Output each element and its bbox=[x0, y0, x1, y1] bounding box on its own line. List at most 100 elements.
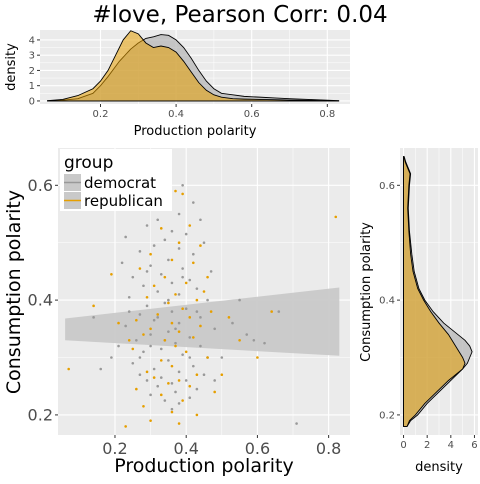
main-xtick-label: 0.2 bbox=[102, 439, 127, 458]
point-republican bbox=[149, 419, 152, 422]
right-ylabel: Consumption polarity bbox=[359, 222, 374, 362]
point-republican bbox=[167, 301, 170, 305]
point-democrat bbox=[195, 287, 199, 290]
point-democrat bbox=[188, 356, 192, 359]
point-republican bbox=[270, 310, 273, 313]
legend-label-democrat: democrat bbox=[84, 174, 156, 192]
point-democrat bbox=[110, 356, 113, 359]
point-democrat bbox=[177, 370, 181, 374]
point-democrat bbox=[156, 290, 160, 293]
point-democrat bbox=[135, 338, 138, 342]
regression-confidence-band bbox=[65, 287, 340, 356]
point-republican bbox=[152, 376, 156, 379]
point-republican bbox=[188, 224, 192, 227]
point-democrat bbox=[117, 344, 120, 348]
point-republican bbox=[177, 241, 181, 245]
point-democrat bbox=[184, 232, 188, 236]
point-republican bbox=[131, 347, 135, 351]
point-democrat bbox=[177, 247, 181, 250]
top-xtick-label: 0.6 bbox=[244, 109, 260, 120]
point-democrat bbox=[170, 229, 174, 233]
point-democrat bbox=[174, 341, 177, 345]
point-democrat bbox=[149, 333, 152, 336]
point-republican bbox=[92, 304, 95, 308]
point-democrat bbox=[156, 316, 160, 319]
chart-title: #love, Pearson Corr: 0.04 bbox=[92, 2, 387, 28]
legend: group democrat republican bbox=[60, 149, 172, 211]
point-republican bbox=[174, 189, 177, 193]
main-scatter-panel: 0.2 0.4 0.6 0.8 0.2 0.4 0.6 Production polarit… bbox=[3, 148, 350, 477]
point-democrat bbox=[163, 301, 167, 305]
point-republican bbox=[206, 356, 209, 359]
point-republican bbox=[195, 373, 199, 377]
point-republican bbox=[334, 215, 338, 219]
main-ytick-label: 0.6 bbox=[28, 176, 53, 195]
point-republican bbox=[202, 290, 206, 293]
point-democrat bbox=[142, 350, 145, 354]
point-republican bbox=[220, 373, 224, 377]
point-democrat bbox=[277, 310, 281, 313]
point-democrat bbox=[156, 218, 160, 222]
point-republican bbox=[256, 356, 259, 359]
point-republican bbox=[199, 324, 202, 328]
point-democrat bbox=[159, 376, 163, 379]
point-democrat bbox=[138, 356, 142, 359]
point-democrat bbox=[209, 270, 213, 273]
point-democrat bbox=[213, 379, 216, 382]
point-democrat bbox=[170, 281, 174, 285]
top-ytick-label: 1 bbox=[29, 81, 35, 92]
point-democrat bbox=[192, 201, 195, 204]
point-republican bbox=[238, 338, 241, 342]
point-democrat bbox=[177, 212, 181, 216]
point-democrat bbox=[195, 310, 199, 313]
point-republican bbox=[184, 350, 188, 354]
point-republican bbox=[177, 379, 181, 382]
point-republican bbox=[195, 298, 199, 302]
point-democrat bbox=[145, 304, 149, 308]
top-density-panel: 0.2 0.4 0.6 0.8 0 1 2 3 4 density Production pol… bbox=[4, 30, 350, 139]
scatter-points bbox=[67, 172, 338, 428]
point-democrat bbox=[159, 347, 163, 351]
point-democrat bbox=[174, 327, 177, 331]
point-republican bbox=[156, 313, 160, 316]
point-republican bbox=[142, 405, 145, 408]
point-republican bbox=[142, 333, 145, 336]
point-democrat bbox=[213, 327, 216, 331]
point-republican bbox=[117, 321, 120, 325]
point-democrat bbox=[145, 224, 149, 227]
point-democrat bbox=[177, 293, 181, 296]
main-xtick-label: 0.4 bbox=[173, 439, 198, 458]
point-republican bbox=[170, 364, 174, 368]
right-ytick-label: 0.4 bbox=[379, 296, 395, 307]
point-republican bbox=[213, 390, 216, 394]
point-democrat bbox=[167, 359, 170, 362]
point-republican bbox=[177, 330, 181, 333]
point-democrat bbox=[192, 252, 195, 256]
point-republican bbox=[159, 227, 163, 230]
point-republican bbox=[195, 413, 199, 417]
point-republican bbox=[135, 387, 138, 391]
point-democrat bbox=[192, 364, 195, 368]
point-democrat bbox=[188, 278, 192, 282]
point-republican bbox=[181, 399, 184, 402]
top-ytick-label: 2 bbox=[29, 66, 35, 77]
point-republican bbox=[177, 422, 181, 425]
main-ytick-label: 0.2 bbox=[28, 406, 53, 425]
point-democrat bbox=[170, 382, 174, 385]
main-xlabel: Production polarity bbox=[114, 455, 294, 477]
point-democrat bbox=[181, 267, 184, 270]
point-republican bbox=[199, 244, 202, 247]
point-democrat bbox=[170, 407, 174, 411]
point-republican bbox=[184, 281, 188, 285]
point-democrat bbox=[131, 275, 135, 279]
point-republican bbox=[188, 316, 192, 319]
point-democrat bbox=[127, 310, 131, 313]
point-democrat bbox=[184, 307, 188, 311]
point-democrat bbox=[174, 390, 177, 394]
right-density-curves bbox=[403, 156, 473, 427]
point-democrat bbox=[202, 241, 206, 245]
point-republican bbox=[152, 284, 156, 288]
point-republican bbox=[174, 293, 177, 296]
point-democrat bbox=[167, 258, 170, 262]
